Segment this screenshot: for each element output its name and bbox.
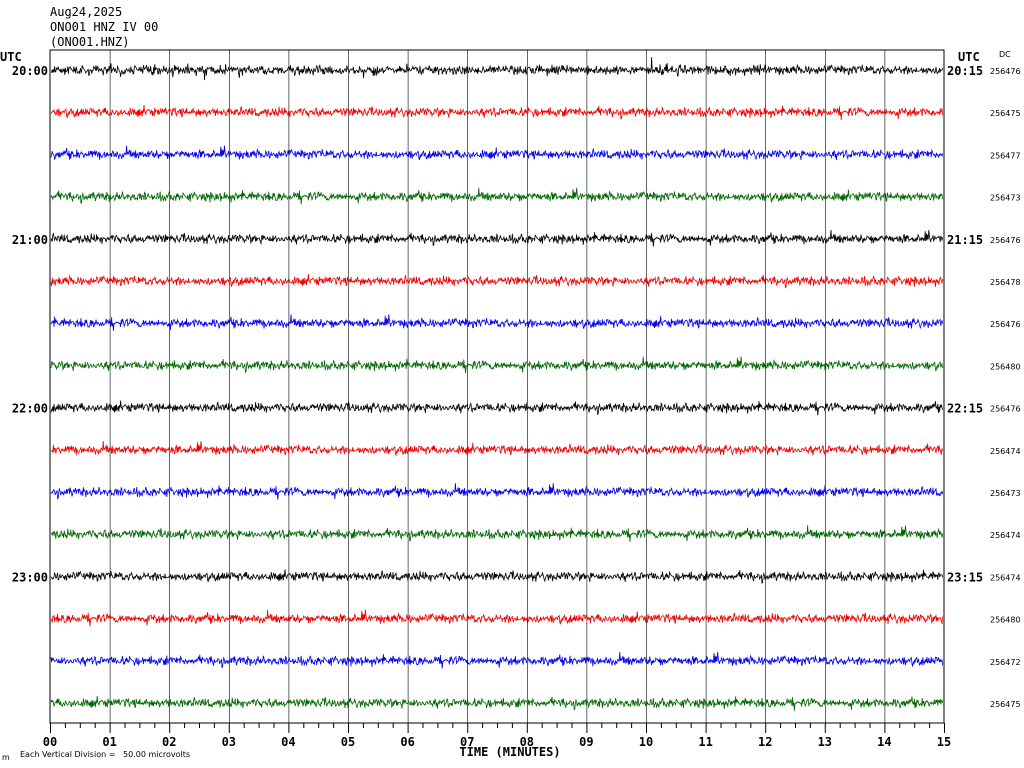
right-utc-label: UTC	[958, 50, 980, 64]
x-tick-label: 09	[579, 735, 593, 749]
corner-mark: m	[2, 753, 10, 762]
trace-start-label: 22:00	[12, 402, 48, 416]
trace-dc-value: 256480	[990, 362, 1021, 371]
x-tick-label: 05	[341, 735, 355, 749]
trace-dc-value: 256476	[990, 236, 1021, 245]
trace-dc-value: 256472	[990, 658, 1021, 667]
trace-10	[50, 440, 943, 456]
trace-3	[50, 145, 943, 161]
trace-16	[50, 695, 943, 711]
trace-start-label: 21:00	[12, 233, 48, 247]
x-tick-label: 15	[937, 735, 951, 749]
x-tick-label: 06	[400, 735, 414, 749]
trace-dc-value: 256480	[990, 616, 1021, 625]
date-label: Aug24,2025	[50, 5, 122, 19]
trace-end-label: 20:15	[947, 64, 983, 78]
trace-8	[50, 356, 943, 374]
trace-2	[50, 105, 943, 120]
x-tick-label: 03	[222, 735, 236, 749]
trace-dc-value: 256474	[990, 531, 1021, 540]
trace-end-label: 22:15	[947, 402, 983, 416]
x-axis: 00 01 02 03 04 05 06 07 08 09 10 11 12 13 14 15	[43, 723, 951, 749]
x-tick-label: 12	[758, 735, 772, 749]
trace-dc-value: 256475	[990, 109, 1021, 118]
trace-dc-value: 256476	[990, 320, 1021, 329]
x-tick-label: 13	[818, 735, 832, 749]
trace-dc-value: 256473	[990, 489, 1021, 498]
trace-dc-value: 256474	[990, 573, 1021, 582]
x-tick-label: 04	[281, 735, 295, 749]
trace-end-label: 23:15	[947, 570, 983, 584]
x-tick-label: 11	[698, 735, 712, 749]
x-tick-label: 08	[520, 735, 534, 749]
trace-end-label: 21:15	[947, 233, 983, 247]
x-tick-label: 10	[639, 735, 653, 749]
trace-dc-value: 256474	[990, 447, 1021, 456]
trace-14	[50, 609, 943, 627]
trace-dc-value: 256477	[990, 151, 1021, 160]
trace-dc-value: 256475	[990, 700, 1021, 709]
station-code: (ONO01.HNZ)	[50, 35, 129, 49]
trace-12	[50, 525, 943, 542]
trace-5	[50, 229, 943, 247]
vertical-gridlines	[109, 50, 886, 723]
x-tick-label: 07	[460, 735, 474, 749]
trace-11	[50, 483, 943, 500]
trace-dc-value: 256473	[990, 194, 1021, 203]
x-tick-label: 01	[102, 735, 116, 749]
trace-13	[50, 569, 943, 585]
station-line: ONO01 HNZ IV 00	[50, 20, 158, 34]
trace-group	[50, 57, 943, 711]
x-tick-label: 14	[877, 735, 891, 749]
trace-6	[50, 273, 943, 289]
x-tick-label: 00	[43, 735, 57, 749]
trace-label-group: 20:00 20:15 256476 256475 256477 256473 21:00 2…	[12, 64, 1021, 709]
trace-start-label: 23:00	[12, 570, 48, 584]
x-axis-title: TIME (MINUTES)	[459, 745, 560, 759]
scale-note: Each Vertical Division = 50.00 microvolt…	[20, 750, 190, 759]
trace-15	[50, 651, 943, 669]
trace-4	[50, 187, 943, 205]
trace-9	[50, 400, 943, 416]
trace-dc-value: 256476	[990, 405, 1021, 414]
x-tick-label: 02	[162, 735, 176, 749]
left-utc-label: UTC	[0, 50, 22, 64]
plot-frame	[49, 49, 945, 724]
trace-dc-value: 256478	[990, 278, 1021, 287]
trace-1	[50, 57, 943, 81]
dc-header-label: DC	[999, 50, 1011, 59]
trace-7	[50, 314, 943, 331]
trace-start-label: 20:00	[12, 64, 48, 78]
trace-dc-value: 256476	[990, 67, 1021, 76]
